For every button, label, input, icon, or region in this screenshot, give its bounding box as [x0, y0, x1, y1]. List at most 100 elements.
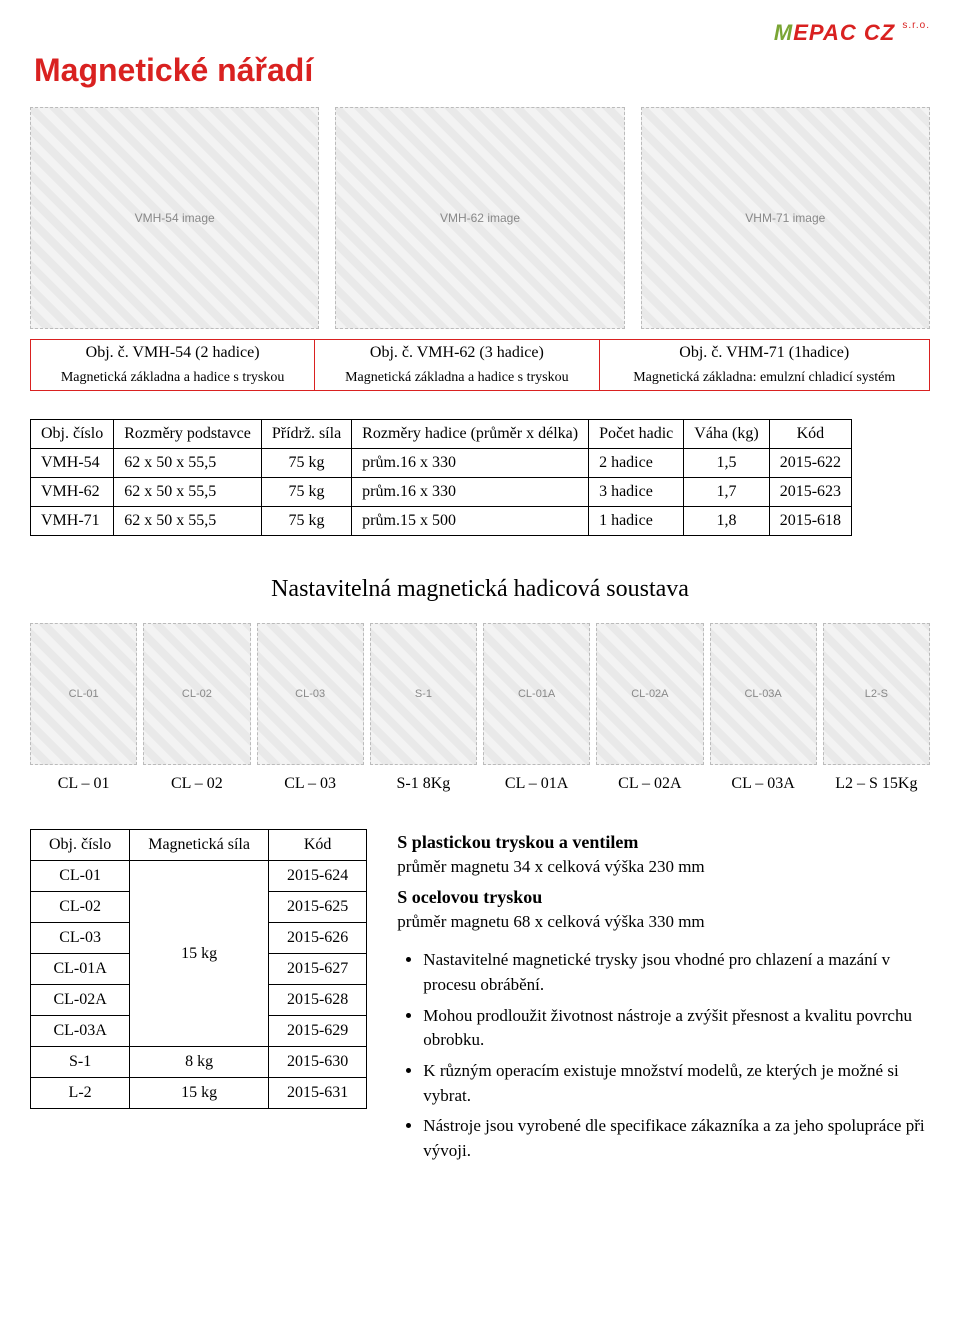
desc-subtitle: S plastickou tryskou a ventilem	[397, 829, 930, 855]
td: prům.16 x 330	[352, 449, 589, 478]
th: Kód	[268, 830, 366, 861]
td: 1,7	[684, 478, 769, 507]
desc-line: průměr magnetu 68 x celková výška 330 mm	[397, 910, 930, 935]
td: 15 kg	[130, 1078, 269, 1109]
td: 2 hadice	[589, 449, 684, 478]
list-item: Nastavitelné magnetické trysky jsou vhod…	[423, 948, 930, 997]
td: L-2	[31, 1078, 130, 1109]
gallery-label: CL – 01A	[483, 775, 590, 793]
th: Magnetická síla	[130, 830, 269, 861]
td: VMH-62	[31, 478, 114, 507]
page-title: Magnetické nářadí	[34, 52, 930, 89]
td: 1 hadice	[589, 507, 684, 536]
product-image-vmh62: VMH-62 image	[335, 107, 624, 329]
td: CL-03	[31, 923, 130, 954]
gallery-image: CL-03A	[710, 623, 817, 765]
td: S-1	[31, 1047, 130, 1078]
td: 2015-629	[268, 1016, 366, 1047]
td: 62 x 50 x 55,5	[114, 449, 262, 478]
table-header-row: Obj. číslo Rozměry podstavce Přídrž. síl…	[31, 420, 852, 449]
th: Obj. číslo	[31, 830, 130, 861]
gallery-image: CL-03	[257, 623, 364, 765]
td: prům.15 x 500	[352, 507, 589, 536]
th: Kód	[769, 420, 851, 449]
td: 2015-618	[769, 507, 851, 536]
th: Rozměry hadice (průměr x délka)	[352, 420, 589, 449]
td: VMH-54	[31, 449, 114, 478]
td: CL-01	[31, 861, 130, 892]
bottom-row: Obj. číslo Magnetická síla Kód CL-01 15 …	[30, 829, 930, 1170]
td: 2015-626	[268, 923, 366, 954]
brand-logo: MEPAC CZ s.r.o.	[774, 20, 930, 46]
gallery-label: CL – 02	[143, 775, 250, 793]
desc-line: průměr magnetu 34 x celková výška 230 mm	[397, 855, 930, 880]
table-row: L-2 15 kg 2015-631	[31, 1078, 367, 1109]
product-image-vhm71: VHM-71 image	[641, 107, 930, 329]
td: CL-02A	[31, 985, 130, 1016]
td: prům.16 x 330	[352, 478, 589, 507]
th: Přídrž. síla	[261, 420, 351, 449]
td: 75 kg	[261, 449, 351, 478]
desc-subtitle: S ocelovou tryskou	[397, 884, 930, 910]
caption-cell: Magnetická základna: emulzní chladicí sy…	[599, 366, 930, 391]
td-merged-force: 15 kg	[130, 861, 269, 1047]
caption-cell: Magnetická základna a hadice s tryskou	[315, 366, 599, 391]
gallery-image: L2-S	[823, 623, 930, 765]
caption-cell: Obj. č. VMH-62 (3 hadice)	[315, 340, 599, 367]
list-item: Nástroje jsou vyrobené dle specifikace z…	[423, 1114, 930, 1163]
td: 2015-625	[268, 892, 366, 923]
gallery-label: L2 – S 15Kg	[823, 775, 930, 793]
desc-bullet-list: Nastavitelné magnetické trysky jsou vhod…	[397, 948, 930, 1163]
td: 2015-627	[268, 954, 366, 985]
gallery-image: CL-02	[143, 623, 250, 765]
logo-rest: EPAC CZ	[793, 20, 895, 45]
gallery-label: CL – 01	[30, 775, 137, 793]
td: CL-02	[31, 892, 130, 923]
td: 2015-631	[268, 1078, 366, 1109]
description-column: S plastickou tryskou a ventilem průměr m…	[397, 829, 930, 1170]
table-row: S-1 8 kg 2015-630	[31, 1047, 367, 1078]
logo-letter-m: M	[774, 20, 793, 45]
td: 62 x 50 x 55,5	[114, 478, 262, 507]
caption-cell: Obj. č. VHM-71 (1hadice)	[599, 340, 930, 367]
td: 2015-628	[268, 985, 366, 1016]
caption-cell: Obj. č. VMH-54 (2 hadice)	[31, 340, 315, 367]
spec-table: Obj. číslo Rozměry podstavce Přídrž. síl…	[30, 419, 852, 536]
codes-table: Obj. číslo Magnetická síla Kód CL-01 15 …	[30, 829, 367, 1109]
th: Váha (kg)	[684, 420, 769, 449]
top-caption-table: Obj. č. VMH-54 (2 hadice) Obj. č. VMH-62…	[30, 339, 930, 391]
td: CL-01A	[31, 954, 130, 985]
gallery-labels: CL – 01 CL – 02 CL – 03 S-1 8Kg CL – 01A…	[30, 775, 930, 793]
gallery-label: S-1 8Kg	[370, 775, 477, 793]
td: 75 kg	[261, 478, 351, 507]
gallery-image: CL-01	[30, 623, 137, 765]
header-logo-row: MEPAC CZ s.r.o.	[30, 20, 930, 46]
th: Obj. číslo	[31, 420, 114, 449]
th: Rozměry podstavce	[114, 420, 262, 449]
caption-cell: Magnetická základna a hadice s tryskou	[31, 366, 315, 391]
table-row: VMH-54 62 x 50 x 55,5 75 kg prům.16 x 33…	[31, 449, 852, 478]
table-header-row: Obj. číslo Magnetická síla Kód	[31, 830, 367, 861]
td: 2015-630	[268, 1047, 366, 1078]
gallery-image: CL-01A	[483, 623, 590, 765]
product-image-vmh54: VMH-54 image	[30, 107, 319, 329]
gallery-image: CL-02A	[596, 623, 703, 765]
list-item: K různým operacím existuje množství mode…	[423, 1059, 930, 1108]
table-row: VMH-62 62 x 50 x 55,5 75 kg prům.16 x 33…	[31, 478, 852, 507]
gallery-image: S-1	[370, 623, 477, 765]
td: 62 x 50 x 55,5	[114, 507, 262, 536]
td: 2015-623	[769, 478, 851, 507]
td: CL-03A	[31, 1016, 130, 1047]
gallery-row: CL-01 CL-02 CL-03 S-1 CL-01A CL-02A CL-0…	[30, 623, 930, 765]
top-images-row: VMH-54 image VMH-62 image VHM-71 image	[30, 107, 930, 329]
logo-sub: s.r.o.	[902, 20, 930, 31]
td: 2015-622	[769, 449, 851, 478]
td: 2015-624	[268, 861, 366, 892]
gallery-label: CL – 03	[257, 775, 364, 793]
td: 8 kg	[130, 1047, 269, 1078]
td: VMH-71	[31, 507, 114, 536]
gallery-label: CL – 03A	[710, 775, 817, 793]
list-item: Mohou prodloužit životnost nástroje a zv…	[423, 1004, 930, 1053]
td: 1,8	[684, 507, 769, 536]
td: 1,5	[684, 449, 769, 478]
